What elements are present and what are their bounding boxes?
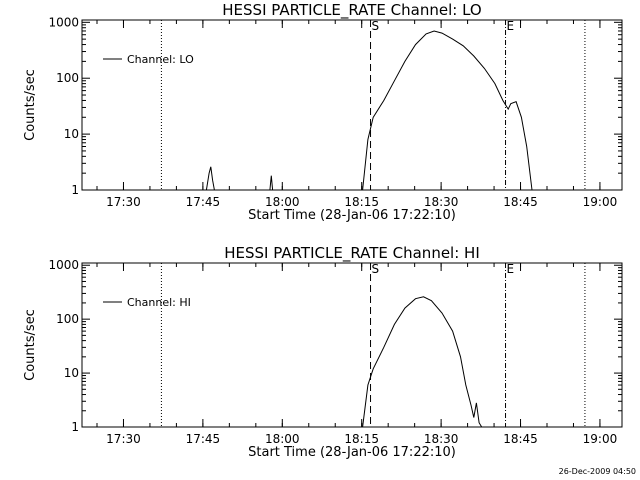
chart-title: HESSI PARTICLE_RATE Channel: LO bbox=[222, 1, 481, 20]
legend-label: Channel: HI bbox=[127, 296, 191, 309]
data-line bbox=[205, 166, 215, 191]
y-tick-label: 1000 bbox=[48, 15, 79, 29]
legend-label: Channel: LO bbox=[127, 53, 194, 66]
marker-label-e: E bbox=[507, 19, 515, 33]
y-tick-label: 100 bbox=[56, 71, 79, 85]
y-axis-label: Counts/sec bbox=[23, 309, 38, 381]
marker-label-s: S bbox=[372, 19, 380, 33]
x-axis-label: Start Time (28-Jan-06 17:22:10) bbox=[248, 445, 456, 460]
plot-frame bbox=[81, 262, 623, 428]
x-tick-label: 17:45 bbox=[186, 195, 221, 209]
y-tick-label: 1000 bbox=[48, 258, 79, 272]
y-tick-label: 10 bbox=[64, 127, 79, 141]
y-axis-label: Counts/sec bbox=[23, 69, 38, 141]
x-tick-label: 17:30 bbox=[106, 195, 141, 209]
x-tick-label: 18:15 bbox=[344, 195, 379, 209]
chart-title: HESSI PARTICLE_RATE Channel: HI bbox=[224, 244, 480, 263]
plot-frame bbox=[81, 19, 623, 191]
x-tick-label: 18:00 bbox=[265, 195, 300, 209]
x-tick-label: 18:00 bbox=[265, 432, 300, 446]
y-tick-label: 1 bbox=[71, 420, 79, 434]
data-line bbox=[362, 296, 483, 428]
y-tick-label: 100 bbox=[56, 312, 79, 326]
marker-label-s: S bbox=[372, 262, 380, 276]
panel-lo bbox=[81, 19, 623, 191]
x-tick-label: 18:30 bbox=[424, 432, 459, 446]
x-axis-label: Start Time (28-Jan-06 17:22:10) bbox=[248, 208, 456, 223]
panel-hi bbox=[81, 262, 623, 428]
x-tick-label: 19:00 bbox=[583, 432, 618, 446]
marker-label-e: E bbox=[507, 262, 515, 276]
x-tick-label: 19:00 bbox=[583, 195, 618, 209]
x-tick-label: 18:45 bbox=[503, 195, 538, 209]
x-tick-label: 18:30 bbox=[424, 195, 459, 209]
timestamp-footer: 26-Dec-2009 04:50 bbox=[559, 467, 636, 476]
x-tick-label: 18:15 bbox=[344, 432, 379, 446]
data-line bbox=[269, 175, 274, 191]
x-tick-label: 17:45 bbox=[186, 432, 221, 446]
y-tick-label: 1 bbox=[71, 183, 79, 197]
x-tick-label: 17:30 bbox=[106, 432, 141, 446]
x-tick-label: 18:45 bbox=[503, 432, 538, 446]
data-line bbox=[362, 30, 533, 191]
y-tick-label: 10 bbox=[64, 366, 79, 380]
